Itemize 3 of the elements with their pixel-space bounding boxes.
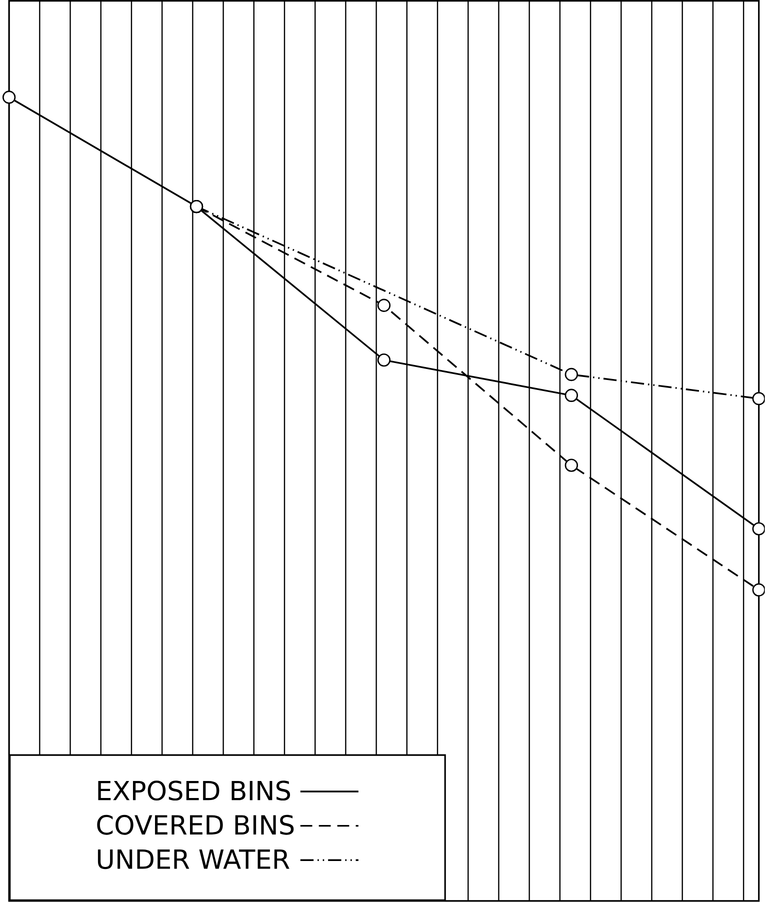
legend-label: COVERED BINS (97, 814, 294, 835)
legend-label: EXPOSED BINS (98, 780, 290, 801)
legend-label: UNDER WATER (98, 850, 290, 870)
